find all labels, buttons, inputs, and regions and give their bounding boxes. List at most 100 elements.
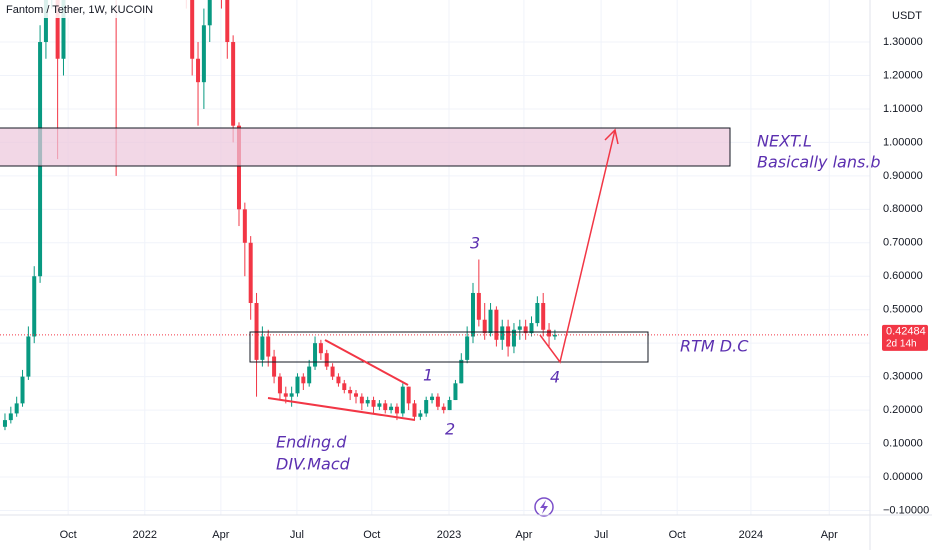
candle-body <box>377 403 382 407</box>
x-tick-label: Oct <box>363 529 380 541</box>
header-bg <box>0 0 190 18</box>
candle-body <box>61 0 66 59</box>
candle-body <box>266 336 271 357</box>
candle-body <box>406 386 411 404</box>
y-tick-label: −0.10000 <box>883 504 929 516</box>
candle-body <box>301 376 306 384</box>
candle-body <box>500 326 505 340</box>
candle-body <box>394 406 399 414</box>
y-tick-label: 0.00000 <box>883 471 923 483</box>
candle-body <box>459 359 464 384</box>
candle-body <box>272 356 277 377</box>
x-tick-label: Oct <box>669 529 686 541</box>
candle-body <box>236 125 241 210</box>
candle-body <box>336 376 341 384</box>
candle-body <box>389 406 394 411</box>
y-tick-label: 0.60000 <box>883 270 923 282</box>
x-tick-label: 2024 <box>739 529 763 541</box>
candle-body <box>541 303 546 330</box>
candle-body <box>207 0 212 26</box>
x-tick-label: 2022 <box>133 529 157 541</box>
annotation: RTM D.C <box>680 337 749 356</box>
candle-body <box>523 326 528 334</box>
annotation: 2 <box>445 420 455 439</box>
candle-body <box>535 303 540 324</box>
candle-body <box>517 326 522 330</box>
y-tick-label: 0.50000 <box>883 304 923 316</box>
candle-body <box>242 209 247 243</box>
y-tick-label: 1.20000 <box>883 69 923 81</box>
annotation: 1 <box>423 366 433 385</box>
countdown: 2d 14h <box>886 338 917 349</box>
candle-body <box>283 393 288 397</box>
y-tick-label: 1.30000 <box>883 36 923 48</box>
candle-body <box>482 319 487 334</box>
candle-body <box>435 396 440 407</box>
candle-body <box>289 393 294 397</box>
annotation: 3 <box>470 234 480 253</box>
projection-arrow <box>539 129 616 364</box>
candle-body <box>330 366 335 377</box>
candle-body <box>313 343 318 367</box>
candle-body <box>353 393 358 397</box>
plot <box>0 0 870 515</box>
candle-body <box>260 336 265 360</box>
y-tick-label: 0.90000 <box>883 170 923 182</box>
candle-body <box>424 400 429 414</box>
candle-body <box>430 396 435 401</box>
candle-body <box>196 58 201 83</box>
candle-body <box>231 42 236 126</box>
candle-body <box>32 276 37 337</box>
x-tick-label: Apr <box>821 529 838 541</box>
candle-body <box>383 403 388 411</box>
candle-body <box>348 389 353 394</box>
price-label-bg <box>882 324 928 351</box>
candle-body <box>552 334 557 337</box>
candle-body <box>441 406 446 411</box>
target-zone <box>0 127 731 167</box>
price-label: 0.42484 <box>886 326 926 338</box>
candle-body <box>488 309 493 334</box>
candle-body <box>248 242 253 304</box>
candle-body <box>412 403 417 417</box>
candle-body <box>453 383 458 401</box>
y-unit: USDT <box>892 10 922 22</box>
candle-body <box>511 329 516 347</box>
y-tick-label: 0.10000 <box>883 437 923 449</box>
candle-body <box>43 0 48 43</box>
candle-body <box>365 400 370 404</box>
candle-body <box>465 336 470 360</box>
candle-body <box>2 420 7 427</box>
candle-body <box>324 353 329 367</box>
candle-body <box>26 336 31 377</box>
candle-body <box>342 383 347 390</box>
y-tick-label: 0.80000 <box>883 203 923 215</box>
candle-body <box>418 413 423 417</box>
candle-body <box>371 400 376 407</box>
annotation: NEXT.L <box>757 132 812 151</box>
y-tick-label: 1.10000 <box>883 103 923 115</box>
candle-body <box>476 292 481 320</box>
candle-body <box>307 366 312 384</box>
candle-body <box>529 323 534 334</box>
candle-body <box>470 292 475 337</box>
trend-line <box>267 397 416 421</box>
trend-line <box>324 339 409 386</box>
candle-body <box>201 25 206 83</box>
candle-body <box>359 396 364 404</box>
annotation: 4 <box>550 368 560 387</box>
candle-body <box>20 376 25 404</box>
candle-body <box>190 0 195 59</box>
y-tick-label: 0.20000 <box>883 404 923 416</box>
candle-body <box>295 376 300 394</box>
candle-body <box>55 0 60 59</box>
candle-body <box>547 329 552 337</box>
candle-body <box>400 386 405 414</box>
candle-body <box>254 303 259 360</box>
annotation: Ending.d <box>276 433 347 452</box>
candle-body <box>494 309 499 340</box>
symbol-title: Fantom / Tether, 1W, KUCOIN <box>6 4 153 16</box>
annotation: Basically lans.b <box>757 153 881 172</box>
y-tick-label: 0.70000 <box>883 237 923 249</box>
